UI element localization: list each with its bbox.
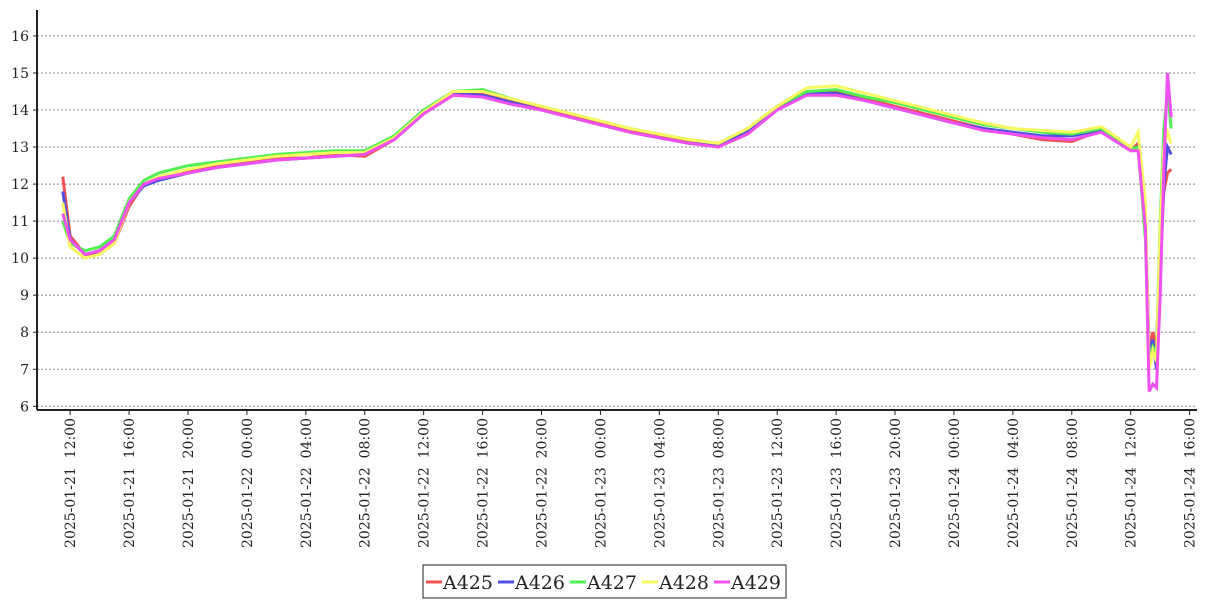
x-tick-label: 2025-01-22 12:00 bbox=[417, 418, 433, 548]
x-tick-label: 2025-01-23 08:00 bbox=[711, 418, 727, 548]
legend-label: A425 bbox=[442, 572, 493, 594]
y-tick-label: 11 bbox=[11, 214, 29, 230]
x-tick-label: 2025-01-23 00:00 bbox=[593, 418, 609, 548]
y-tick-label: 9 bbox=[20, 288, 29, 304]
legend-label: A426 bbox=[514, 572, 565, 594]
series-line bbox=[61, 84, 1173, 370]
x-tick-label: 2025-01-22 04:00 bbox=[299, 418, 315, 548]
y-tick-label: 15 bbox=[11, 66, 29, 82]
series-line bbox=[61, 91, 1173, 370]
x-tick-label: 2025-01-22 16:00 bbox=[476, 418, 492, 548]
x-tick-label: 2025-01-24 04:00 bbox=[1006, 418, 1022, 548]
legend: A425 A426 A427 A428 A429 bbox=[422, 564, 787, 599]
legend-label: A427 bbox=[586, 572, 637, 594]
y-tick-label: 6 bbox=[20, 399, 29, 415]
y-tick-label: 13 bbox=[11, 140, 29, 156]
x-tick-label: 2025-01-24 00:00 bbox=[947, 418, 963, 548]
x-tick-label: 2025-01-23 20:00 bbox=[888, 418, 904, 548]
y-tick-label: 14 bbox=[11, 103, 29, 119]
series-line bbox=[61, 72, 1173, 393]
x-tick-label: 2025-01-23 04:00 bbox=[652, 418, 668, 548]
x-tick-label: 2025-01-24 16:00 bbox=[1183, 418, 1199, 548]
x-tick-label: 2025-01-22 08:00 bbox=[358, 418, 374, 548]
x-tick-label: 2025-01-24 08:00 bbox=[1065, 418, 1081, 548]
legend-label: A428 bbox=[658, 572, 709, 594]
x-tick-label: 2025-01-21 16:00 bbox=[122, 418, 138, 548]
legend-label: A429 bbox=[730, 572, 781, 594]
x-tick-label: 2025-01-22 20:00 bbox=[535, 418, 551, 548]
series-line bbox=[61, 90, 1173, 351]
x-tick-label: 2025-01-21 12:00 bbox=[63, 418, 79, 548]
x-tick-label: 2025-01-22 00:00 bbox=[240, 418, 256, 548]
y-tick-label: 10 bbox=[11, 251, 29, 267]
y-tick-label: 12 bbox=[11, 177, 29, 193]
x-tick-label: 2025-01-23 12:00 bbox=[770, 418, 786, 548]
y-tick-label: 8 bbox=[20, 325, 29, 341]
y-tick-label: 7 bbox=[20, 362, 29, 378]
x-tick-label: 2025-01-24 12:00 bbox=[1124, 418, 1140, 548]
x-tick-label: 2025-01-21 20:00 bbox=[181, 418, 197, 548]
y-tick-label: 16 bbox=[11, 29, 29, 45]
x-tick-label: 2025-01-23 16:00 bbox=[829, 418, 845, 548]
